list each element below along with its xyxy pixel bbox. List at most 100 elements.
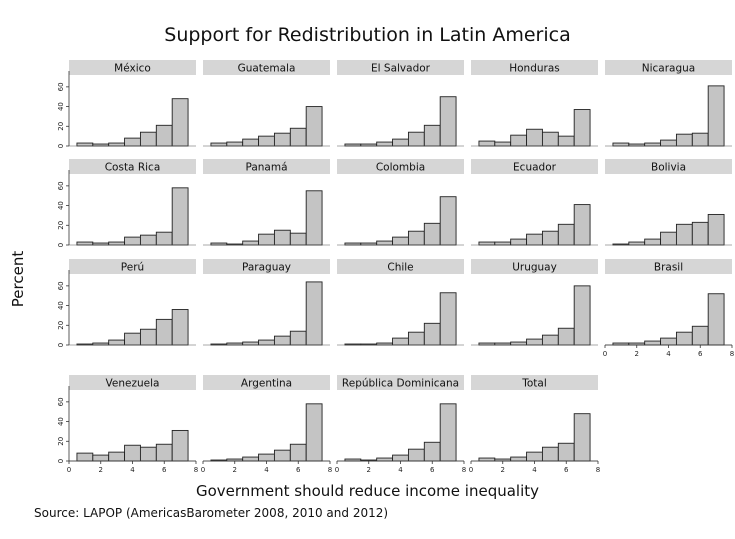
bar-mexico-3 bbox=[108, 142, 126, 147]
panel-label-nicaragua: Nicaragua bbox=[642, 63, 695, 75]
bar-venezuela-7 bbox=[171, 429, 189, 462]
panel-header-el-salvador bbox=[337, 60, 464, 75]
bar-total-6 bbox=[557, 442, 575, 462]
bar-panama-7 bbox=[305, 190, 323, 246]
bar-honduras-1 bbox=[478, 140, 496, 147]
bar-costa-rica-5 bbox=[139, 234, 157, 246]
bar-honduras-7 bbox=[573, 109, 591, 147]
bar-nicaragua-1 bbox=[612, 142, 630, 147]
bar-republica-dominicana-5 bbox=[407, 448, 425, 462]
y-tick-label-costa-rica-20: 20 bbox=[57, 221, 65, 230]
panel-label-uruguay: Uruguay bbox=[512, 262, 557, 274]
bar-ecuador-1 bbox=[478, 241, 496, 246]
bar-peru-4 bbox=[124, 332, 141, 346]
bar-peru-6 bbox=[155, 318, 173, 346]
bar-total-7 bbox=[573, 413, 591, 462]
panel-label-el-salvador: El Salvador bbox=[371, 63, 431, 75]
bar-argentina-4 bbox=[258, 453, 275, 462]
chart-title: Support for Redistribution in Latin Amer… bbox=[164, 24, 571, 46]
bar-bolivia-6 bbox=[691, 221, 709, 246]
x-tick-label-argentina-8: 8 bbox=[328, 466, 332, 474]
x-tick-label-republica-dominicana-6: 6 bbox=[430, 466, 435, 474]
bar-uruguay-6 bbox=[557, 327, 575, 346]
bar-venezuela-1 bbox=[76, 452, 94, 462]
bar-honduras-6 bbox=[557, 135, 575, 147]
y-tick-label-costa-rica-60: 60 bbox=[57, 181, 65, 190]
bar-el-salvador-3 bbox=[376, 141, 394, 147]
bar-panama-4 bbox=[258, 233, 275, 246]
bar-mexico-5 bbox=[139, 131, 157, 147]
panel-label-total: Total bbox=[521, 378, 547, 390]
bar-panama-3 bbox=[242, 240, 260, 246]
bar-ecuador-6 bbox=[557, 223, 575, 246]
x-tick-label-total-8: 8 bbox=[596, 466, 600, 474]
bar-uruguay-7 bbox=[573, 285, 591, 346]
bar-honduras-4 bbox=[526, 128, 543, 147]
bar-uruguay-5 bbox=[541, 334, 559, 346]
y-tick-label-peru-60: 60 bbox=[57, 281, 65, 290]
bar-honduras-3 bbox=[510, 134, 528, 147]
bar-mexico-6 bbox=[155, 124, 173, 147]
x-tick-label-total-0: 0 bbox=[469, 466, 473, 474]
panel-label-venezuela: Venezuela bbox=[106, 378, 160, 390]
bar-republica-dominicana-4 bbox=[392, 454, 409, 462]
y-tick-label-venezuela-20: 20 bbox=[57, 437, 65, 446]
x-tick-label-brasil-4: 4 bbox=[666, 350, 671, 358]
bar-peru-3 bbox=[108, 339, 126, 346]
x-tick-label-total-4: 4 bbox=[532, 466, 537, 474]
x-tick-label-venezuela-4: 4 bbox=[130, 466, 135, 474]
bar-venezuela-3 bbox=[108, 451, 126, 462]
bar-paraguay-3 bbox=[242, 341, 260, 346]
bar-nicaragua-4 bbox=[660, 139, 677, 147]
bar-republica-dominicana-7 bbox=[439, 403, 457, 462]
source-note: Source: LAPOP (AmericasBarometer 2008, 2… bbox=[34, 506, 389, 520]
bar-total-5 bbox=[541, 446, 559, 462]
bar-colombia-5 bbox=[407, 230, 425, 246]
bar-costa-rica-6 bbox=[155, 231, 173, 246]
bar-honduras-2 bbox=[494, 141, 512, 147]
bar-brasil-7 bbox=[707, 293, 725, 346]
panel-label-ecuador: Ecuador bbox=[513, 162, 557, 174]
panel-header-costa-rica bbox=[69, 159, 196, 174]
y-tick-label-peru-0: 0 bbox=[57, 343, 65, 347]
y-tick-label-venezuela-40: 40 bbox=[57, 417, 65, 426]
bar-total-4 bbox=[526, 451, 543, 462]
panel-header-venezuela bbox=[69, 375, 196, 390]
bar-colombia-6 bbox=[423, 222, 441, 246]
bar-uruguay-4 bbox=[526, 338, 543, 346]
bar-argentina-5 bbox=[273, 449, 291, 462]
x-tick-label-republica-dominicana-4: 4 bbox=[398, 466, 403, 474]
x-tick-label-argentina-0: 0 bbox=[201, 466, 205, 474]
bar-guatemala-3 bbox=[242, 138, 260, 147]
panel-label-panama: Panamá bbox=[245, 162, 287, 174]
bar-brasil-5 bbox=[675, 331, 693, 346]
bar-bolivia-7 bbox=[707, 213, 725, 246]
bar-bolivia-4 bbox=[660, 231, 677, 246]
bar-guatemala-7 bbox=[305, 106, 323, 147]
bar-honduras-5 bbox=[541, 131, 559, 147]
bar-brasil-6 bbox=[691, 325, 709, 346]
bar-argentina-6 bbox=[289, 443, 307, 462]
x-tick-label-republica-dominicana-8: 8 bbox=[462, 466, 466, 474]
bar-venezuela-5 bbox=[139, 446, 157, 462]
panel-header-brasil bbox=[605, 259, 732, 274]
bar-panama-5 bbox=[273, 229, 291, 246]
panel-header-argentina bbox=[203, 375, 330, 390]
bar-peru-7 bbox=[171, 309, 189, 346]
panel-label-brasil: Brasil bbox=[654, 262, 683, 274]
bar-venezuela-2 bbox=[92, 454, 110, 462]
bar-chile-7 bbox=[439, 292, 457, 346]
y-tick-label-venezuela-60: 60 bbox=[57, 397, 65, 406]
x-tick-label-venezuela-0: 0 bbox=[67, 466, 71, 474]
bar-colombia-7 bbox=[439, 196, 457, 246]
bar-paraguay-7 bbox=[305, 281, 323, 346]
panel-label-republica-dominicana: República Dominicana bbox=[342, 378, 459, 390]
y-tick-label-costa-rica-0: 0 bbox=[57, 243, 65, 247]
bar-chile-6 bbox=[423, 322, 441, 346]
bar-venezuela-4 bbox=[124, 444, 141, 462]
bar-argentina-3 bbox=[242, 456, 260, 462]
bar-ecuador-4 bbox=[526, 233, 543, 246]
bar-ecuador-5 bbox=[541, 230, 559, 246]
x-axis-label: Government should reduce income inequali… bbox=[195, 482, 540, 500]
bar-guatemala-1 bbox=[210, 142, 228, 147]
